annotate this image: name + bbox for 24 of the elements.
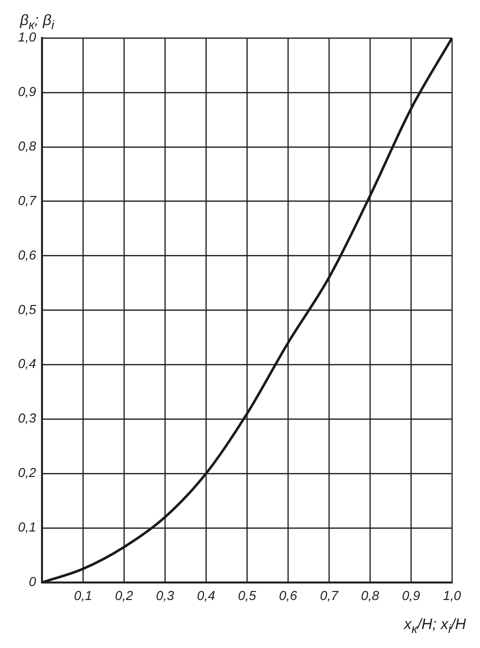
x-tick-label: 0,7 <box>320 588 339 603</box>
x-tick-label: 0,6 <box>278 588 298 603</box>
x-tick-label: 0,4 <box>197 588 216 603</box>
x-tick-label: 0,1 <box>74 588 92 603</box>
x-tick-label: 0,9 <box>402 588 420 603</box>
y-tick-label: 0,7 <box>18 192 37 208</box>
x-tick-label: 0,2 <box>115 588 134 603</box>
x-axis-title: x$_{к}$/H; x$_{i}$/H <box>404 616 466 636</box>
y-tick-label: 0,4 <box>18 356 36 372</box>
y-axis-title: β$_{к}$; β$_{i}$ <box>20 12 54 32</box>
x-tick-label: 0,5 <box>238 588 257 603</box>
y-tick-label: 0,2 <box>18 465 37 480</box>
y-tick-label: 0,8 <box>18 138 37 154</box>
y-tick-label: 0,5 <box>18 302 37 317</box>
y-tick-label: 0,3 <box>18 410 37 426</box>
x-tick-label: 0,8 <box>360 588 380 603</box>
y-tick-label: 0,9 <box>18 84 36 100</box>
y-tick-label: 0,1 <box>18 520 36 535</box>
x-tick-label: 0,3 <box>156 588 175 603</box>
line-series <box>42 38 452 582</box>
y-tick-label: 0,6 <box>18 247 37 262</box>
y-tick-label: 1,0 <box>18 30 37 45</box>
y-tick-label: 0 <box>28 574 37 590</box>
x-tick-label: 1,0 <box>442 588 462 603</box>
